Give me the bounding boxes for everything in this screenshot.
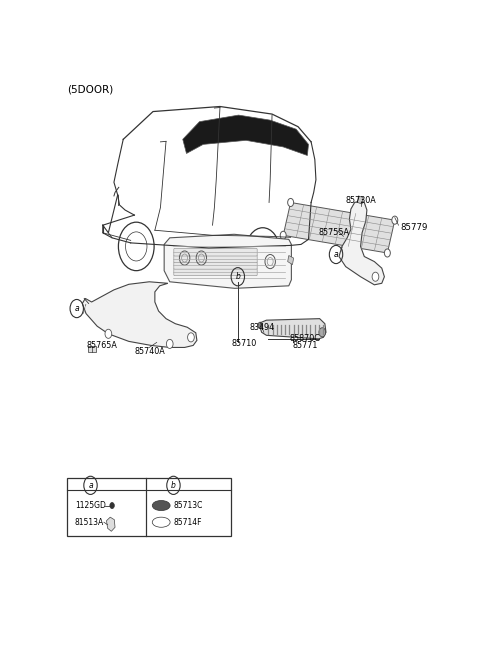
FancyBboxPatch shape <box>174 268 257 276</box>
Circle shape <box>372 272 379 281</box>
Circle shape <box>188 333 194 342</box>
Text: 85730A: 85730A <box>346 196 376 205</box>
Circle shape <box>258 322 263 328</box>
Text: a: a <box>88 481 93 490</box>
Ellipse shape <box>152 501 170 510</box>
FancyBboxPatch shape <box>174 255 257 262</box>
Text: 85765A: 85765A <box>86 341 117 350</box>
Text: (5DOOR): (5DOOR) <box>67 85 114 95</box>
FancyBboxPatch shape <box>174 262 257 269</box>
Polygon shape <box>83 282 197 348</box>
Polygon shape <box>107 517 115 531</box>
Ellipse shape <box>152 517 170 527</box>
Text: 83494: 83494 <box>250 323 275 332</box>
FancyBboxPatch shape <box>67 478 231 536</box>
FancyBboxPatch shape <box>174 249 257 256</box>
Polygon shape <box>183 115 309 155</box>
Text: 81513A: 81513A <box>75 518 104 527</box>
Text: 85771: 85771 <box>292 341 318 350</box>
Text: a: a <box>334 250 338 259</box>
Circle shape <box>105 329 112 338</box>
Polygon shape <box>288 255 294 264</box>
Text: b: b <box>235 272 240 281</box>
Text: 85713C: 85713C <box>173 501 203 510</box>
Text: 85740A: 85740A <box>134 347 165 356</box>
Circle shape <box>280 232 286 239</box>
FancyBboxPatch shape <box>88 346 96 352</box>
Text: 85870C: 85870C <box>290 335 321 343</box>
Circle shape <box>110 502 114 508</box>
Polygon shape <box>339 201 384 285</box>
Circle shape <box>288 198 294 207</box>
Text: a: a <box>74 304 79 313</box>
Text: 85779: 85779 <box>400 223 428 232</box>
Text: 85710: 85710 <box>231 339 256 348</box>
Text: 85714F: 85714F <box>173 518 202 527</box>
Polygon shape <box>164 234 291 289</box>
Circle shape <box>384 249 390 257</box>
Text: 1125GD: 1125GD <box>75 501 106 510</box>
Text: b: b <box>171 481 176 490</box>
Text: 85755A: 85755A <box>319 228 349 237</box>
Circle shape <box>392 216 398 224</box>
Polygon shape <box>259 319 326 339</box>
Circle shape <box>167 339 173 348</box>
Polygon shape <box>283 203 395 253</box>
Polygon shape <box>358 196 363 204</box>
Circle shape <box>319 328 325 337</box>
